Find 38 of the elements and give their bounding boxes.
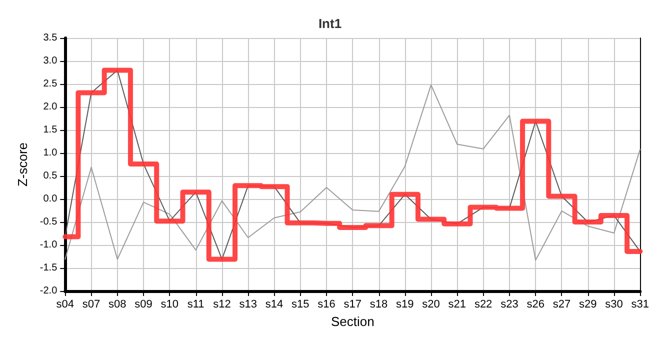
y-tick-label: 0.0	[43, 194, 58, 204]
y-tick-label: 0.5	[43, 170, 58, 182]
y-axis-title: Z-score	[15, 142, 30, 187]
x-tick-label: s23	[500, 298, 518, 310]
y-tick-label: 3.0	[43, 56, 58, 66]
y-tick-label: 2.0	[43, 102, 58, 112]
x-tick-label: s09	[134, 298, 152, 310]
x-tick-label: s17	[344, 298, 362, 310]
x-tick-label: s21	[448, 298, 466, 310]
x-tick-label: s11	[187, 298, 204, 310]
x-tick-label: s16	[318, 298, 336, 310]
chart-title: Int1	[318, 16, 342, 31]
y-tick-label: 3.5	[43, 32, 58, 44]
x-tick-label: s26	[526, 298, 544, 310]
x-axis-title: Section	[330, 314, 374, 329]
x-tick-label: s31	[631, 298, 650, 310]
x-tick-label: s14	[265, 298, 284, 310]
y-tick-label: 1.5	[43, 124, 58, 136]
x-tick-label: s29	[578, 298, 597, 310]
x-tick-label: s15	[291, 298, 310, 310]
x-tick-label: s20	[422, 298, 440, 310]
x-tick-label: s30	[605, 298, 623, 310]
y-tick-label: -1.5	[40, 262, 58, 274]
y-tick-label: 1.0	[43, 148, 58, 158]
x-tick-label: s13	[239, 298, 257, 310]
x-tick-label: s08	[108, 298, 126, 310]
y-tick-label: -1.0	[40, 240, 58, 250]
y-tick-label: -0.5	[40, 216, 58, 228]
x-tick-label: s12	[213, 298, 231, 310]
y-tick-label: -2.0	[40, 286, 58, 296]
x-tick-label: s27	[552, 298, 571, 310]
y-tick-label: 2.5	[43, 78, 58, 90]
x-tick-label: s18	[370, 298, 388, 310]
x-tick-label: s04	[56, 298, 74, 310]
x-tick-label: s19	[396, 298, 414, 310]
x-tick-label: s22	[474, 298, 492, 310]
x-tick-label: s10	[160, 298, 179, 310]
x-tick-label: s07	[82, 298, 100, 310]
